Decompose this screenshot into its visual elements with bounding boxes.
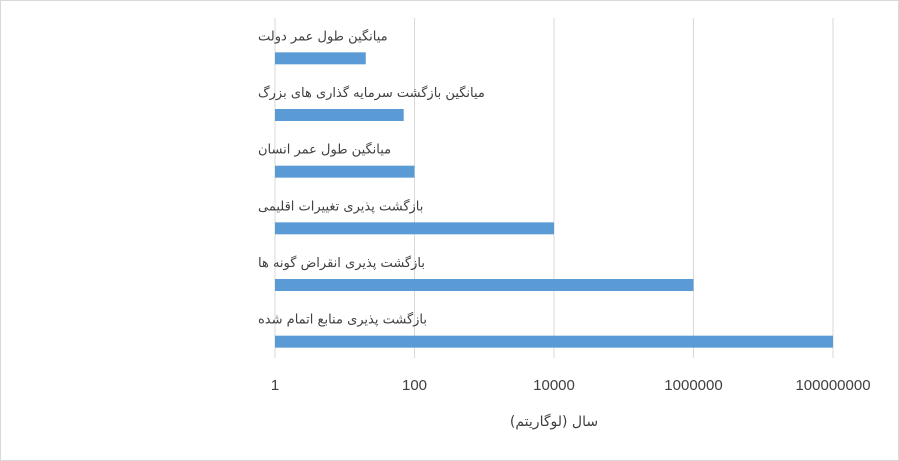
- x-tick-label-1: 100: [402, 377, 427, 394]
- category-label-1: میانگین طول عمر دولت: [258, 28, 388, 44]
- x-tick-labels: 1 100 10000 1000000 100000000: [271, 377, 871, 394]
- bars: [275, 52, 833, 348]
- bar-5: [275, 279, 694, 291]
- bar-4: [275, 222, 554, 235]
- category-label-4: بازگشت پذیری تغییرات اقلیمی: [258, 198, 423, 214]
- x-tick-label-4: 100000000: [795, 377, 870, 394]
- bar-3: [275, 165, 415, 178]
- category-label-5: بازگشت پذیری انقراض گونه ها: [258, 255, 425, 271]
- x-tick-label-0: 1: [271, 377, 279, 394]
- category-label-3: میانگین طول عمر انسان: [258, 142, 391, 158]
- x-tick-label-2: 10000: [533, 377, 575, 394]
- bar-6: [275, 335, 833, 348]
- category-labels: میانگین طول عمر دولت میانگین بازگشت سرمای…: [258, 28, 485, 327]
- category-label-2: میانگین بازگشت سرمایه گذاری های بزرگ: [258, 84, 485, 101]
- category-label-6: بازگشت پذیری منابع اتمام شده: [258, 312, 427, 328]
- bar-1: [275, 52, 366, 65]
- gridlines: [274, 18, 834, 358]
- x-tick-label-3: 1000000: [664, 377, 722, 394]
- bar-2: [275, 109, 404, 121]
- x-axis-title: سال (لوگاریتم): [510, 413, 598, 430]
